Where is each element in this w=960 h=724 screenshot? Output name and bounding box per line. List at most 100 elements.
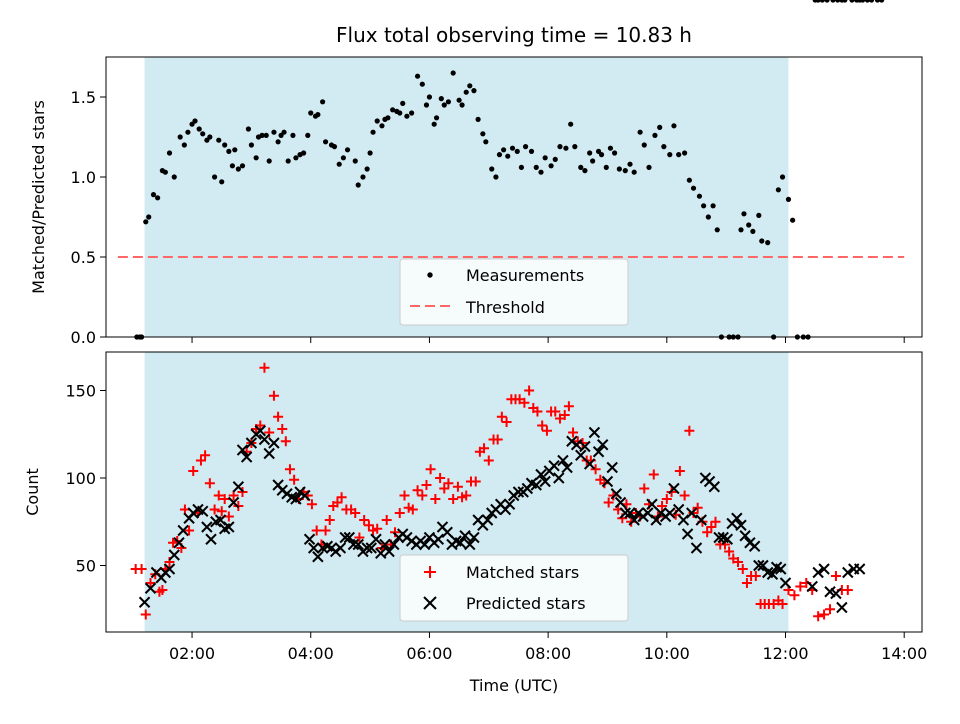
predicted-star-point	[619, 507, 631, 519]
legend-measurements-marker	[427, 272, 433, 278]
measurement-point	[701, 203, 707, 209]
predicted-star-point	[735, 519, 747, 531]
predicted-star-point	[753, 559, 765, 572]
measurement-point	[222, 142, 228, 148]
measurement-point	[759, 238, 765, 244]
matched-star-point	[223, 511, 234, 522]
predicted-star-point	[459, 530, 471, 542]
measurement-point	[285, 158, 291, 164]
matched-star-point	[259, 362, 270, 373]
matched-star-point	[661, 494, 672, 504]
predicted-star-point	[290, 493, 302, 505]
measurement-point	[471, 88, 477, 94]
matched-star-point	[789, 590, 800, 601]
bottom-x-tick-label: 12:00	[762, 644, 808, 663]
measurement-point	[590, 158, 596, 164]
measurement-point	[661, 144, 667, 150]
measurement-points	[134, 0, 885, 340]
measurement-point	[842, 0, 848, 3]
predicted-star-point	[686, 507, 698, 519]
measurement-point	[864, 0, 871, 3]
predicted-star-point	[512, 486, 525, 498]
measurement-point	[671, 123, 677, 129]
measurement-point	[185, 129, 191, 135]
measurement-point	[505, 153, 511, 159]
matched-star-point	[277, 424, 288, 434]
measurement-point	[557, 144, 563, 150]
predicted-star-point	[575, 449, 587, 461]
top-axes-frame	[105, 56, 923, 338]
matched-star-point	[483, 455, 494, 466]
top-legend: Measurements Threshold	[399, 258, 629, 326]
matched-star-point	[216, 506, 227, 517]
measurement-point	[824, 0, 830, 3]
matched-star-point	[399, 490, 410, 501]
predicted-star-point	[268, 437, 280, 449]
measurement-point	[404, 113, 410, 119]
matched-star-point	[188, 466, 199, 476]
bottom-x-ticks: 02:00 04:00 06:00 08:00 10:00 12:00 14:00	[169, 632, 927, 663]
measurement-point	[637, 129, 643, 135]
predicted-star-point	[254, 425, 267, 437]
matched-star-point	[443, 478, 454, 489]
predicted-star-point	[173, 537, 185, 549]
matched-star-point	[648, 469, 659, 480]
predicted-star-point	[383, 545, 395, 558]
measurement-point	[419, 81, 425, 87]
predicted-star-point	[388, 538, 400, 551]
bottom-y-ticks: 50 100 150	[65, 382, 106, 576]
predicted-star-point	[557, 454, 569, 467]
predicted-star-point	[614, 496, 627, 509]
measurement-point	[705, 214, 711, 220]
measurement-point	[385, 115, 391, 121]
bottom-y-tick-label: 150	[65, 382, 96, 401]
bottom-x-tick-label: 08:00	[525, 644, 571, 663]
matched-star-point	[657, 501, 668, 511]
predicted-star-point	[646, 498, 658, 510]
predicted-star-point	[708, 481, 720, 493]
matched-star-point	[394, 508, 405, 518]
measurement-point	[263, 132, 269, 138]
predicted-star-point	[240, 451, 253, 463]
matched-star-point	[273, 411, 284, 422]
bottom-x-tick-label: 10:00	[644, 644, 690, 663]
matched-star-point	[568, 427, 579, 438]
measurement-point	[426, 94, 433, 100]
matched-star-point	[777, 599, 788, 609]
top-panel: 0.0 0.5 1.0 1.5 Matched/Predicted stars Mea…	[29, 0, 923, 347]
predicted-star-point	[352, 538, 364, 551]
matched-star-point	[519, 397, 530, 408]
measurement-point	[493, 174, 499, 180]
predicted-star-point	[579, 440, 591, 453]
measurement-point	[667, 152, 673, 158]
predicted-star-point	[334, 542, 347, 554]
matched-star-point	[737, 564, 748, 574]
bottom-axes-frame	[105, 351, 923, 633]
matched-star-point	[145, 578, 156, 588]
predicted-star-point	[830, 587, 842, 600]
predicted-star-point	[601, 475, 614, 488]
measurement-point	[459, 102, 465, 108]
predicted-star-point	[245, 437, 258, 449]
predicted-star-point	[432, 533, 445, 545]
measurement-point	[320, 99, 326, 105]
measurement-point	[616, 166, 622, 172]
matched-star-point	[140, 609, 151, 620]
bottom-legend-box	[399, 554, 629, 622]
predicted-star-point	[236, 444, 249, 456]
measurement-point	[496, 152, 503, 158]
predicted-star-point	[695, 514, 707, 526]
predicted-star-point	[721, 533, 734, 545]
predicted-star-point	[312, 551, 324, 563]
predicted-star-point	[454, 537, 466, 549]
matched-star-point	[524, 385, 535, 396]
x-axis-label: Time (UTC)	[469, 676, 558, 695]
measurement-point	[207, 134, 213, 140]
measurement-point	[239, 163, 246, 169]
measurement-point	[235, 166, 241, 172]
measurement-point	[370, 129, 376, 135]
measurement-point	[181, 142, 187, 148]
predicted-star-point	[818, 563, 830, 575]
measurement-point	[150, 192, 157, 198]
